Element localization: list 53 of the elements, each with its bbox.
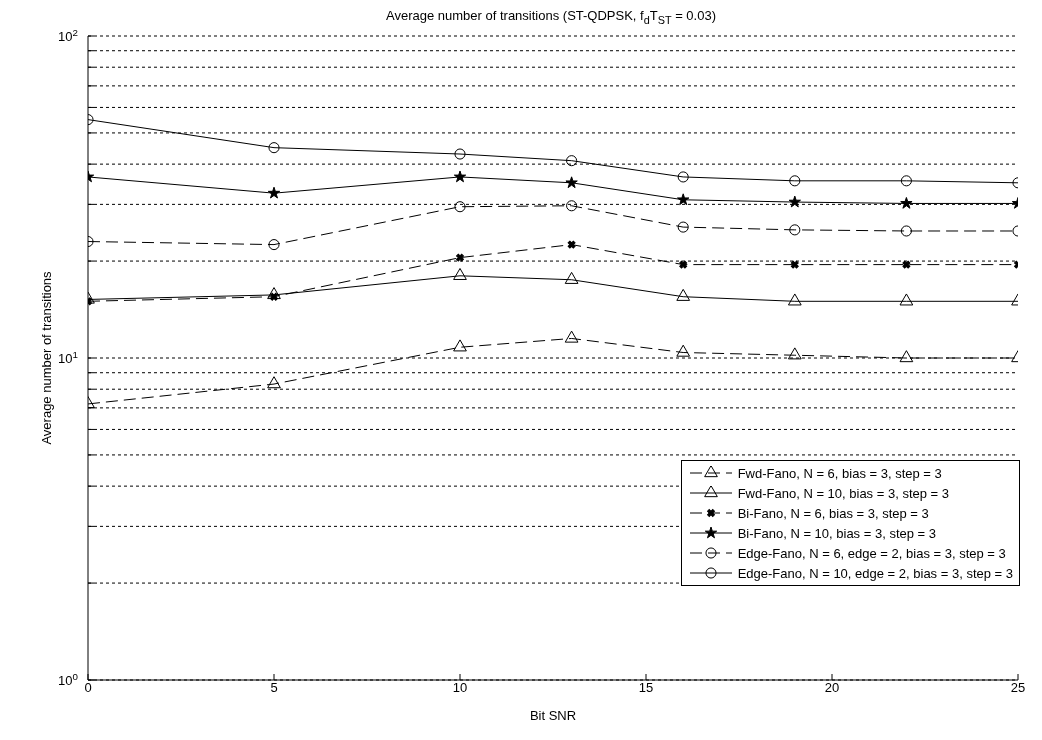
point xyxy=(677,171,689,183)
point xyxy=(453,170,467,183)
x-axis-title: Bit SNR xyxy=(529,708,577,723)
point xyxy=(564,271,579,284)
point xyxy=(902,260,911,269)
legend-label: Fwd-Fano, N = 6, bias = 3, step = 3 xyxy=(737,465,942,481)
point xyxy=(566,155,578,167)
point xyxy=(900,175,912,187)
y-tick-label: 10$^{1}$ xyxy=(58,348,78,366)
x-tick-label: 25 xyxy=(1010,680,1026,695)
point xyxy=(789,175,801,187)
point xyxy=(900,225,912,237)
point xyxy=(566,200,578,212)
x-tick-label: 0 xyxy=(84,680,92,695)
point xyxy=(564,330,579,343)
point xyxy=(679,260,688,269)
point xyxy=(900,196,913,209)
point xyxy=(268,239,280,251)
point xyxy=(565,176,578,189)
x-tick-label: 20 xyxy=(824,680,840,695)
point xyxy=(267,376,281,389)
legend-label: Edge-Fano, N = 10, edge = 2, bias = 3, step = 3 xyxy=(737,565,1013,581)
legend-label: Fwd-Fano, N = 10, bias = 3, step = 3 xyxy=(737,485,950,501)
point xyxy=(268,142,280,154)
point xyxy=(676,344,691,357)
point xyxy=(454,148,466,160)
point xyxy=(453,267,467,280)
point xyxy=(790,260,799,269)
point xyxy=(787,293,802,306)
point xyxy=(788,195,801,208)
point xyxy=(676,288,691,301)
point xyxy=(899,350,914,363)
y-tick-label: 10$^{0}$ xyxy=(58,670,79,688)
point xyxy=(787,347,802,360)
y-tick-label: 10$^{2}$ xyxy=(58,26,78,44)
point xyxy=(677,193,690,206)
x-tick-label: 15 xyxy=(638,680,654,695)
y-axis-title: Average number of transitions xyxy=(38,270,54,445)
point xyxy=(267,186,281,199)
point xyxy=(789,224,801,236)
point xyxy=(267,287,281,300)
legend-label: Bi-Fano, N = 6, bias = 3, step = 3 xyxy=(737,505,929,521)
legend-label: Bi-Fano, N = 10, bias = 3, step = 3 xyxy=(737,525,937,541)
legend-label: Edge-Fano, N = 6, edge = 2, bias = 3, step = 3 xyxy=(737,545,1006,561)
point xyxy=(454,201,466,213)
point xyxy=(567,240,576,249)
x-tick-label: 10 xyxy=(452,680,468,695)
chart-title: Average number of transitions (ST-QDPSK, f$_{d}$T$_{ST}$ = 0.03) xyxy=(385,8,717,26)
point xyxy=(899,293,914,306)
point xyxy=(453,339,467,352)
x-tick-label: 5 xyxy=(270,680,278,695)
point xyxy=(677,221,689,233)
point xyxy=(456,253,464,262)
